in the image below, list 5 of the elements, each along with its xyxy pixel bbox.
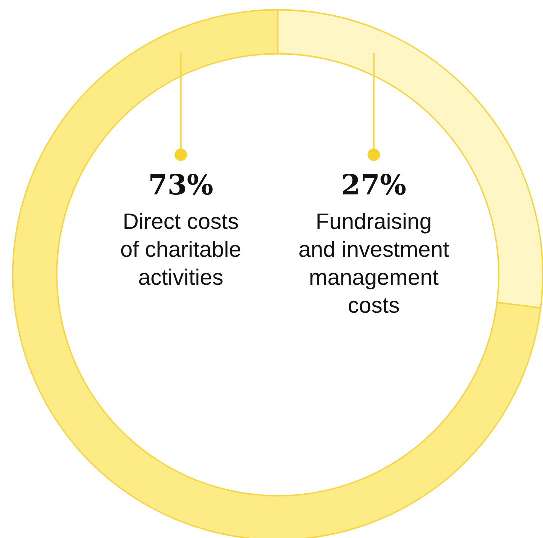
data-label: 73%: [150, 174, 213, 196]
slice-label: Fundraising and investment management costs: [300, 213, 450, 314]
donut-slice: [12, 9, 542, 538]
slice-label: Direct costs of charitable activities: [121, 213, 241, 286]
data-label: 27%: [343, 174, 406, 196]
